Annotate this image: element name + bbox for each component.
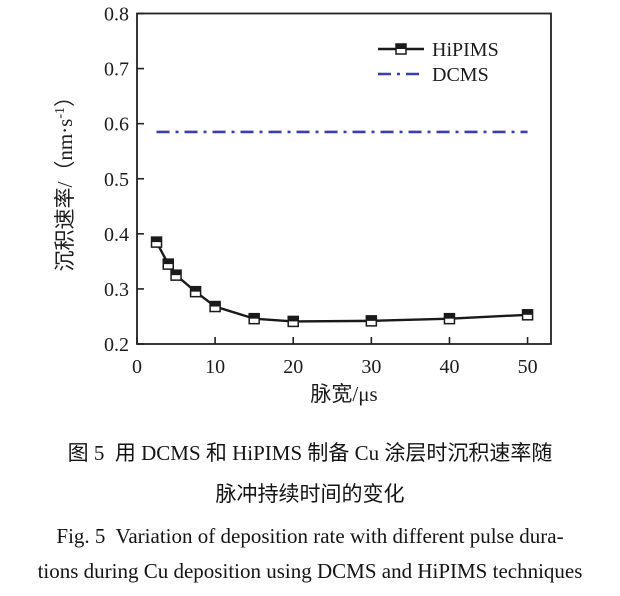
x-tick-label: 30	[361, 356, 381, 378]
hipims-marker-fill	[163, 259, 174, 265]
y-tick-label: 0.3	[104, 279, 129, 301]
hipims-marker-fill	[522, 309, 533, 315]
deposition-rate-chart: 0 10 20 30 40 50 0.2 0.3 0.4 0.5 0.6 0.7 0.8 脉宽/μs 沉积速…	[53, 4, 552, 406]
y-tick-label: 0.5	[104, 169, 129, 191]
caption-en-line1: Fig. 5 Variation of deposition rate with…	[56, 524, 564, 548]
caption-zh-line1: 图 5 用 DCMS 和 HiPIMS 制备 Cu 涂层时沉积速率随	[67, 441, 553, 465]
y-tick-label: 0.8	[104, 4, 129, 26]
hipims-marker-fill	[210, 301, 221, 307]
hipims-marker-fill	[288, 316, 299, 322]
legend-hipims-marker-fill	[396, 44, 406, 49]
hipims-marker-fill	[171, 270, 182, 276]
legend: HiPIMS DCMS	[378, 39, 499, 86]
hipims-marker-fill	[190, 286, 201, 292]
y-axis: 0.2 0.3 0.4 0.5 0.6 0.7 0.8	[104, 4, 144, 356]
caption-zh-line2: 脉冲持续时间的变化	[215, 482, 405, 506]
caption-en-line2: tions during Cu deposition using DCMS an…	[37, 559, 583, 583]
y-tick-label: 0.2	[104, 334, 129, 356]
legend-dcms-label: DCMS	[432, 64, 489, 86]
legend-hipims-label: HiPIMS	[432, 39, 499, 61]
hipims-marker-fill	[366, 315, 377, 321]
x-tick-label: 0	[132, 356, 142, 378]
y-tick-label: 0.6	[104, 114, 129, 136]
hipims-marker-fill	[151, 237, 162, 243]
x-tick-label: 10	[205, 356, 225, 378]
hipims-marker-fill	[444, 313, 455, 319]
x-tick-label: 20	[283, 356, 303, 378]
x-tick-label: 40	[439, 356, 459, 378]
x-axis-title: 脉宽/μs	[310, 382, 377, 406]
x-tick-label: 50	[518, 356, 538, 378]
y-tick-label: 0.4	[104, 224, 129, 246]
y-tick-label: 0.7	[104, 59, 129, 81]
x-axis: 0 10 20 30 40 50	[132, 337, 538, 378]
y-axis-title: 沉积速率/（nm·s-1）	[53, 86, 77, 272]
hipims-marker-fill	[249, 313, 260, 319]
hipims-markers	[150, 236, 534, 328]
